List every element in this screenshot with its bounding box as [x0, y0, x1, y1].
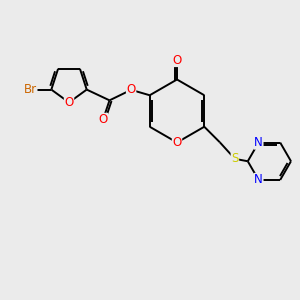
- Text: O: O: [127, 83, 136, 96]
- Text: S: S: [231, 152, 239, 165]
- Text: N: N: [254, 173, 263, 187]
- Text: O: O: [172, 53, 182, 67]
- Text: O: O: [98, 113, 107, 126]
- Text: N: N: [254, 136, 263, 149]
- Text: O: O: [172, 136, 182, 149]
- Text: O: O: [64, 96, 74, 109]
- Text: Br: Br: [24, 83, 37, 96]
